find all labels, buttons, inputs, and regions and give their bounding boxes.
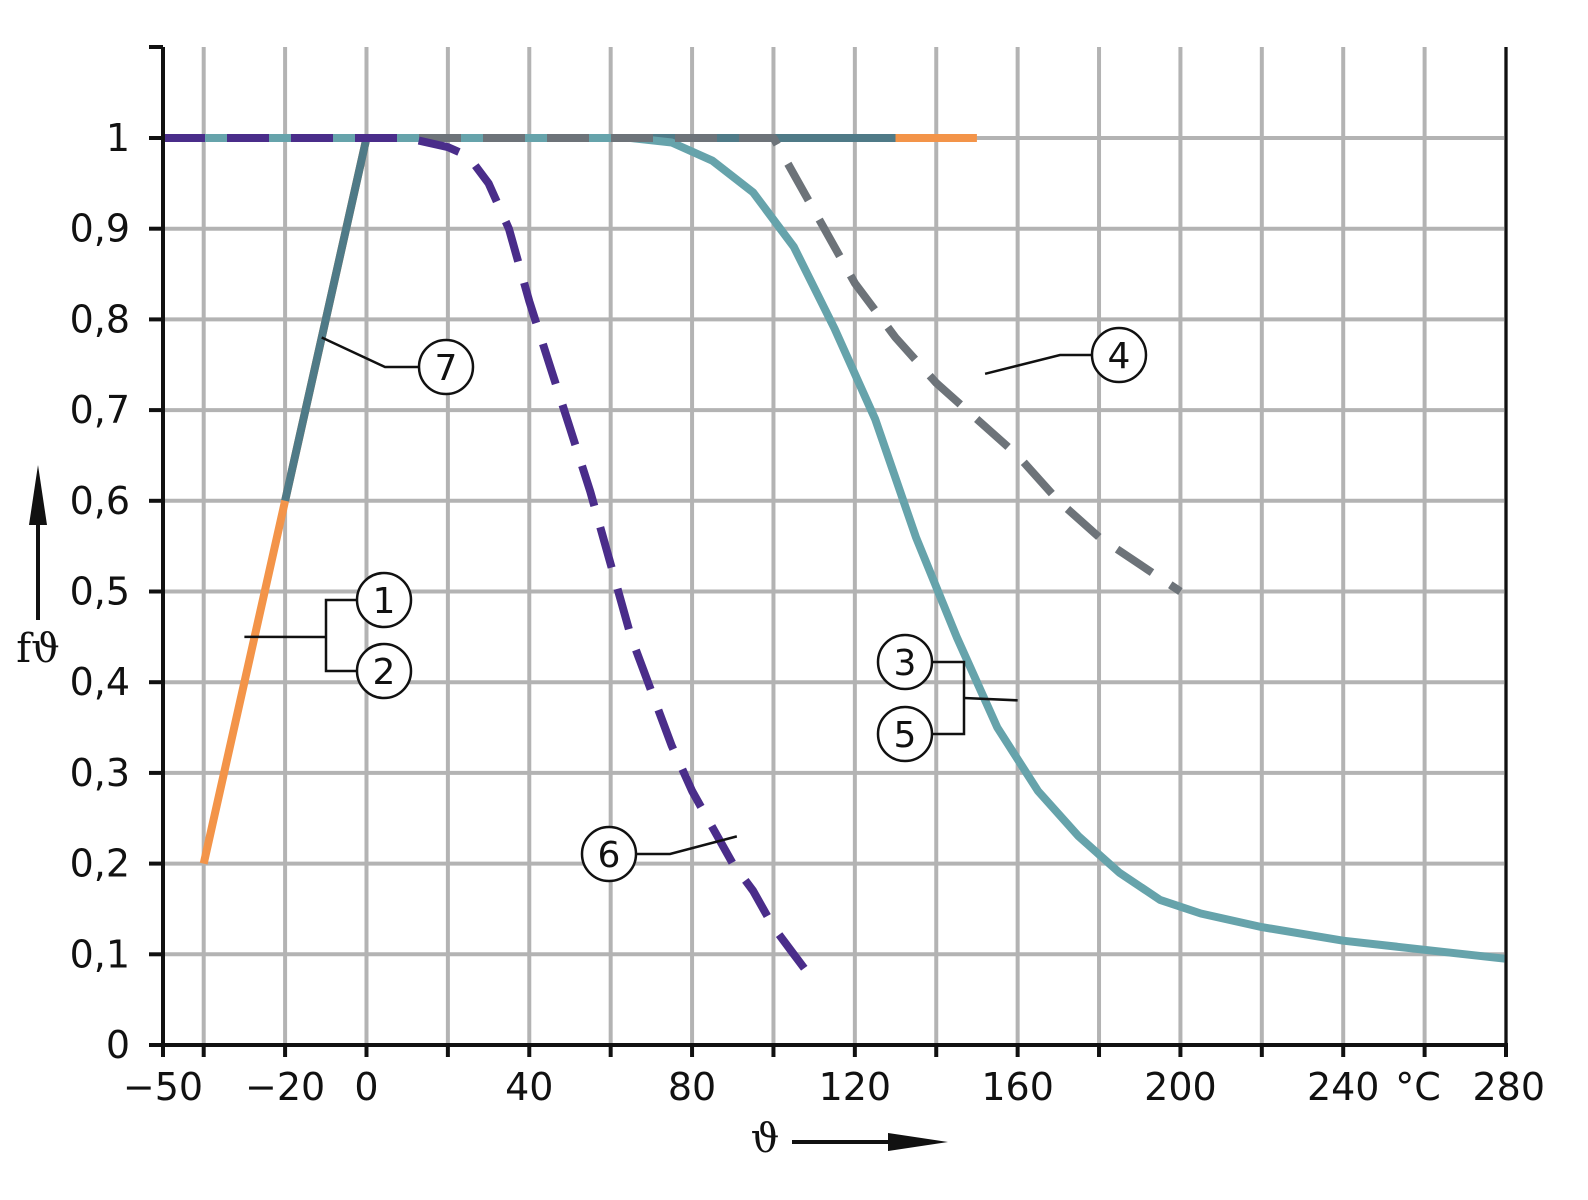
- x-axis-label: ϑ: [751, 1116, 780, 1162]
- callout-circle: [355, 571, 413, 629]
- y-tick-label: 0,4: [70, 660, 130, 704]
- callout-leader: [933, 660, 966, 736]
- callout-circle: [580, 825, 638, 883]
- callout-circle: [876, 705, 934, 763]
- callout-number: 7: [435, 348, 458, 389]
- callout-leader: [984, 353, 1092, 376]
- y-tick-label: 0,8: [70, 297, 130, 341]
- series-line: [163, 134, 1507, 963]
- plot-frame: [149, 45, 1508, 1047]
- callout-number: 2: [373, 652, 396, 693]
- x-tick-label: 40: [505, 1065, 553, 1109]
- series-line: [163, 134, 1183, 595]
- grid: [163, 47, 1508, 1045]
- x-axis-arrow-head: [888, 1133, 948, 1151]
- y-tick-label: 0,7: [70, 388, 130, 432]
- ticks: 0 0,1 0,2 0,3 0,4 0,5 0,6 0,7 0,8 0,9 1 −50 −20 0 40 80…: [70, 116, 1545, 1109]
- y-axis-arrow-head: [29, 465, 47, 525]
- x-tick-label: 0: [354, 1065, 378, 1109]
- callout-leader: [637, 835, 738, 856]
- y-tick-label: 0,3: [70, 751, 130, 795]
- y-axis-title: fϑ: [16, 465, 60, 672]
- x-tick-label: 240: [1307, 1065, 1380, 1109]
- x-tick-label: −50: [123, 1065, 203, 1109]
- callout-number: 5: [894, 715, 917, 756]
- y-tick-label: 0: [106, 1023, 130, 1067]
- callout-circle: [417, 338, 475, 396]
- x-tick-label: 120: [819, 1065, 892, 1109]
- y-tick-label: 0,2: [70, 842, 130, 886]
- callout-leader: [963, 696, 1018, 702]
- callout-number: 1: [373, 581, 396, 622]
- x-tick-label: 280: [1472, 1065, 1545, 1109]
- callout-circle: [1090, 326, 1148, 384]
- callout-number: 4: [1108, 336, 1131, 377]
- x-tick-label: 80: [668, 1065, 716, 1109]
- x-tick-label: 200: [1144, 1065, 1217, 1109]
- y-tick-label: 0,5: [70, 570, 130, 614]
- series-layer: [163, 134, 1507, 984]
- callout-leader: [321, 336, 418, 369]
- callout-number: 6: [598, 835, 621, 876]
- y-axis-label: fϑ: [16, 626, 59, 672]
- x-axis-unit: °C: [1395, 1065, 1441, 1109]
- y-tick-label: 1: [106, 116, 130, 160]
- x-tick-label: −20: [245, 1065, 325, 1109]
- callout-leader: [324, 598, 357, 673]
- callout-circle: [876, 633, 934, 691]
- series-line: [163, 134, 818, 984]
- callout-circle: [355, 642, 413, 700]
- x-tick-label: 160: [981, 1065, 1054, 1109]
- y-tick-label: 0,1: [70, 932, 130, 976]
- x-axis-title: ϑ: [751, 1116, 948, 1162]
- y-tick-label: 0,9: [70, 207, 130, 251]
- callouts: 7 4 6 1 2 3 5: [244, 326, 1148, 883]
- y-tick-label: 0,6: [70, 479, 130, 523]
- callout-number: 3: [894, 643, 917, 684]
